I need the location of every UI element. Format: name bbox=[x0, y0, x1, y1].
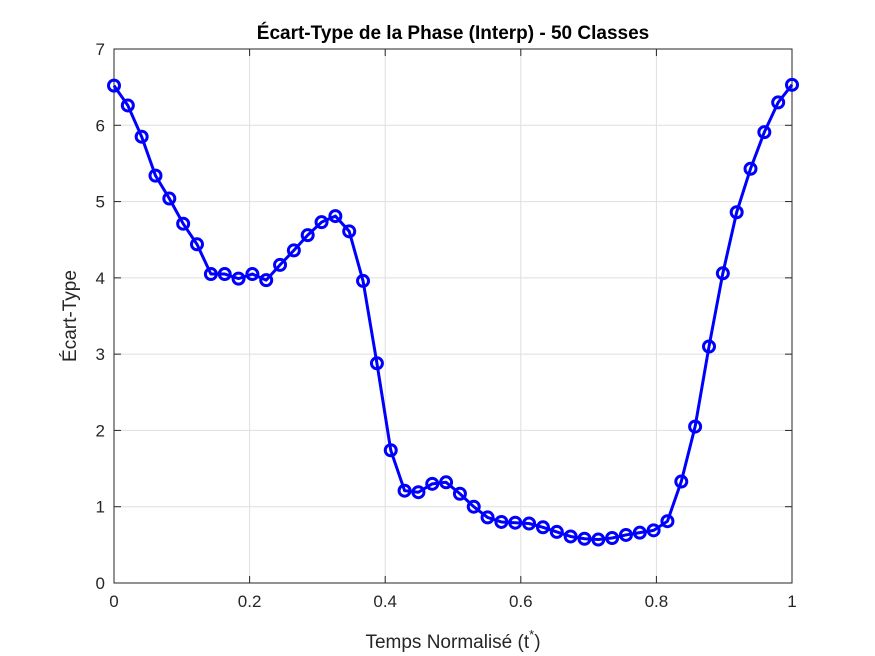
y-tick-label: 0 bbox=[96, 574, 105, 593]
x-tick-label: 0.4 bbox=[373, 592, 397, 611]
plot-area bbox=[114, 49, 792, 583]
data-point bbox=[356, 273, 371, 288]
y-tick-label: 5 bbox=[96, 193, 105, 212]
data-point bbox=[688, 419, 703, 434]
x-tick-label: 1 bbox=[787, 592, 796, 611]
data-point bbox=[577, 531, 592, 546]
data-point bbox=[107, 78, 121, 93]
data-point bbox=[591, 532, 606, 547]
data-point bbox=[286, 243, 301, 258]
data-point bbox=[508, 515, 523, 530]
data-point bbox=[522, 516, 537, 531]
data-point bbox=[729, 205, 744, 220]
data-point bbox=[203, 267, 218, 282]
data-point bbox=[245, 267, 260, 282]
y-axis-label: Écart-Type bbox=[60, 270, 81, 362]
data-point bbox=[189, 237, 204, 252]
series-line bbox=[112, 83, 794, 542]
data-point bbox=[549, 524, 564, 539]
data-point bbox=[743, 161, 758, 176]
data-point bbox=[314, 215, 329, 230]
axes-frame bbox=[113, 48, 793, 584]
x-axis: 0 0.2 0.4 0.6 0.8 1 bbox=[109, 49, 797, 611]
data-point bbox=[785, 77, 799, 92]
data-point bbox=[162, 191, 177, 206]
data-point bbox=[605, 530, 620, 545]
data-point bbox=[134, 129, 149, 144]
data-point bbox=[480, 510, 495, 525]
data-point bbox=[259, 273, 274, 288]
y-tick-label: 1 bbox=[96, 498, 105, 517]
y-tick-label: 7 bbox=[96, 40, 105, 59]
chart-title: Écart-Type de la Phase (Interp) - 50 Cla… bbox=[257, 22, 649, 44]
y-tick-label: 6 bbox=[96, 116, 105, 135]
data-point bbox=[702, 339, 717, 354]
data-point bbox=[439, 475, 454, 490]
data-point bbox=[342, 224, 357, 239]
data-point bbox=[771, 95, 786, 110]
data-point bbox=[563, 529, 578, 544]
x-tick-label: 0.2 bbox=[238, 592, 262, 611]
x-tick-label: 0.8 bbox=[645, 592, 669, 611]
x-axis-label-main: Temps Normalisé (t bbox=[365, 632, 529, 653]
data-point bbox=[646, 523, 661, 538]
data-point bbox=[715, 266, 730, 281]
x-axis-label: Temps Normalisé (t*) bbox=[365, 627, 540, 653]
data-point bbox=[618, 527, 633, 542]
y-axis: 0 1 2 3 4 5 6 7 bbox=[96, 40, 792, 593]
data-point bbox=[674, 474, 689, 489]
y-tick-label: 2 bbox=[96, 421, 105, 440]
data-point bbox=[383, 443, 398, 458]
data-point bbox=[411, 485, 426, 500]
y-tick-label: 4 bbox=[96, 269, 105, 288]
data-point bbox=[369, 356, 384, 371]
y-tick-label: 3 bbox=[96, 345, 105, 364]
data-point bbox=[217, 267, 232, 282]
data-point bbox=[425, 476, 440, 491]
data-point bbox=[300, 228, 315, 243]
x-tick-label: 0.6 bbox=[509, 592, 533, 611]
series-layer bbox=[107, 77, 799, 547]
data-point bbox=[397, 483, 412, 498]
data-point bbox=[535, 520, 550, 535]
x-axis-label-superscript: * bbox=[529, 627, 534, 642]
data-point bbox=[660, 514, 675, 529]
data-point bbox=[632, 525, 647, 540]
data-point bbox=[176, 216, 191, 231]
x-axis-label-suffix: ) bbox=[534, 632, 540, 653]
data-point bbox=[328, 209, 343, 224]
data-point bbox=[452, 486, 467, 501]
data-point bbox=[757, 125, 772, 140]
x-tick-label: 0 bbox=[109, 592, 118, 611]
data-point bbox=[148, 168, 163, 183]
data-point bbox=[273, 257, 288, 272]
data-point bbox=[466, 499, 481, 514]
data-point bbox=[120, 98, 135, 113]
data-point bbox=[231, 271, 246, 286]
data-point bbox=[494, 514, 509, 529]
